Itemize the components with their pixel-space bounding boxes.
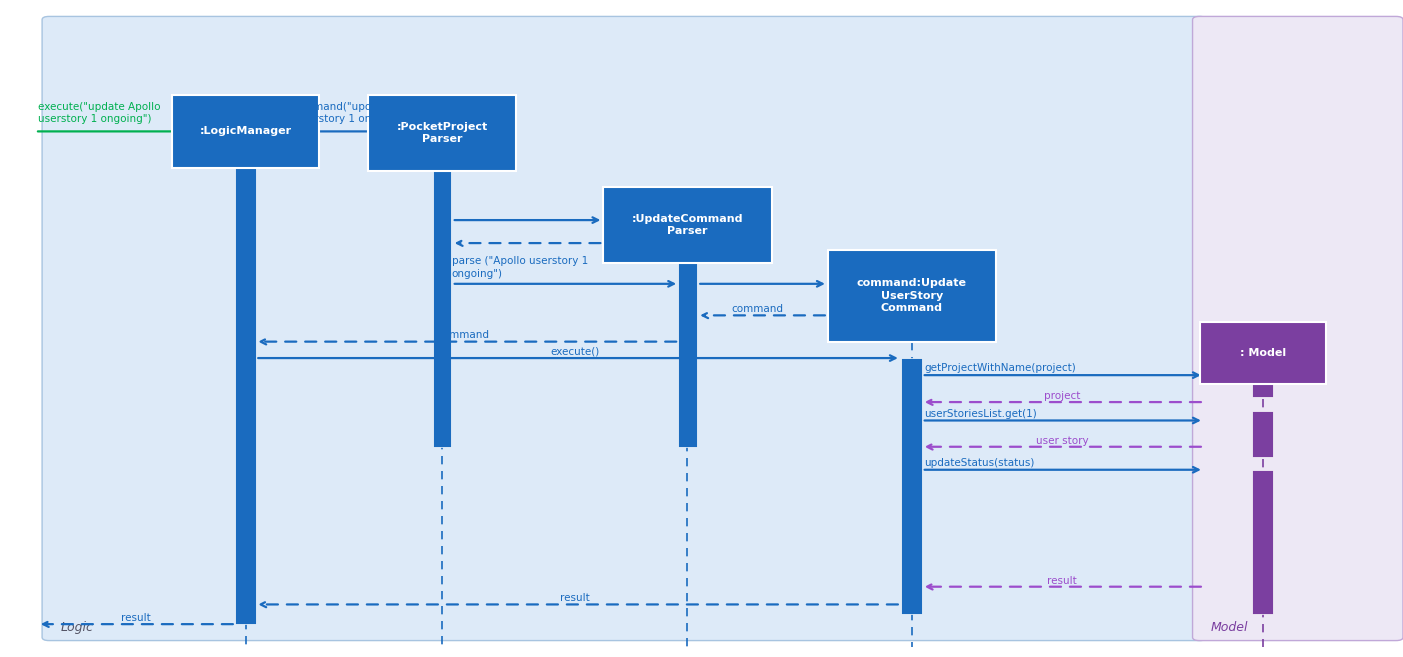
Text: execute(): execute() [550, 347, 600, 357]
Text: result: result [1047, 576, 1078, 585]
Text: parse ("Apollo userstory 1
ongoing"): parse ("Apollo userstory 1 ongoing") [452, 256, 588, 279]
FancyBboxPatch shape [603, 187, 772, 263]
Text: command:Update
UserStory
Command: command:Update UserStory Command [857, 278, 967, 313]
FancyBboxPatch shape [368, 95, 516, 171]
Text: :PocketProject
Parser: :PocketProject Parser [396, 122, 488, 145]
Text: updateStatus(status): updateStatus(status) [925, 458, 1035, 468]
FancyBboxPatch shape [42, 16, 1207, 641]
Text: : Model: : Model [1240, 348, 1285, 358]
FancyBboxPatch shape [679, 220, 697, 447]
Text: :UpdateCommand
Parser: :UpdateCommand Parser [631, 214, 744, 237]
Text: execute("update Apollo
userstory 1 ongoing"): execute("update Apollo userstory 1 ongoi… [38, 102, 160, 124]
FancyBboxPatch shape [1253, 470, 1274, 614]
Text: project: project [1044, 391, 1080, 401]
Text: getProjectWithName(project): getProjectWithName(project) [925, 363, 1076, 373]
FancyBboxPatch shape [904, 284, 922, 342]
FancyBboxPatch shape [432, 131, 452, 447]
Text: result: result [560, 593, 591, 603]
FancyBboxPatch shape [173, 95, 318, 168]
Text: Model: Model [1211, 621, 1249, 634]
Text: result: result [121, 613, 152, 623]
Text: command: command [436, 330, 490, 340]
FancyBboxPatch shape [902, 358, 923, 614]
FancyBboxPatch shape [1253, 358, 1274, 397]
FancyBboxPatch shape [1193, 16, 1403, 641]
Text: userStoriesList.get(1): userStoriesList.get(1) [925, 409, 1037, 419]
FancyBboxPatch shape [1200, 322, 1326, 384]
Text: user story: user story [1035, 436, 1089, 445]
FancyBboxPatch shape [828, 250, 996, 342]
Text: Logic: Logic [60, 621, 93, 634]
Text: parseCommand("update
Apollo userstory 1 ongoing"): parseCommand("update Apollo userstory 1 … [260, 102, 408, 124]
Text: :LogicManager: :LogicManager [199, 126, 292, 137]
FancyBboxPatch shape [1253, 411, 1274, 457]
Text: command: command [731, 304, 784, 314]
FancyBboxPatch shape [234, 131, 257, 624]
